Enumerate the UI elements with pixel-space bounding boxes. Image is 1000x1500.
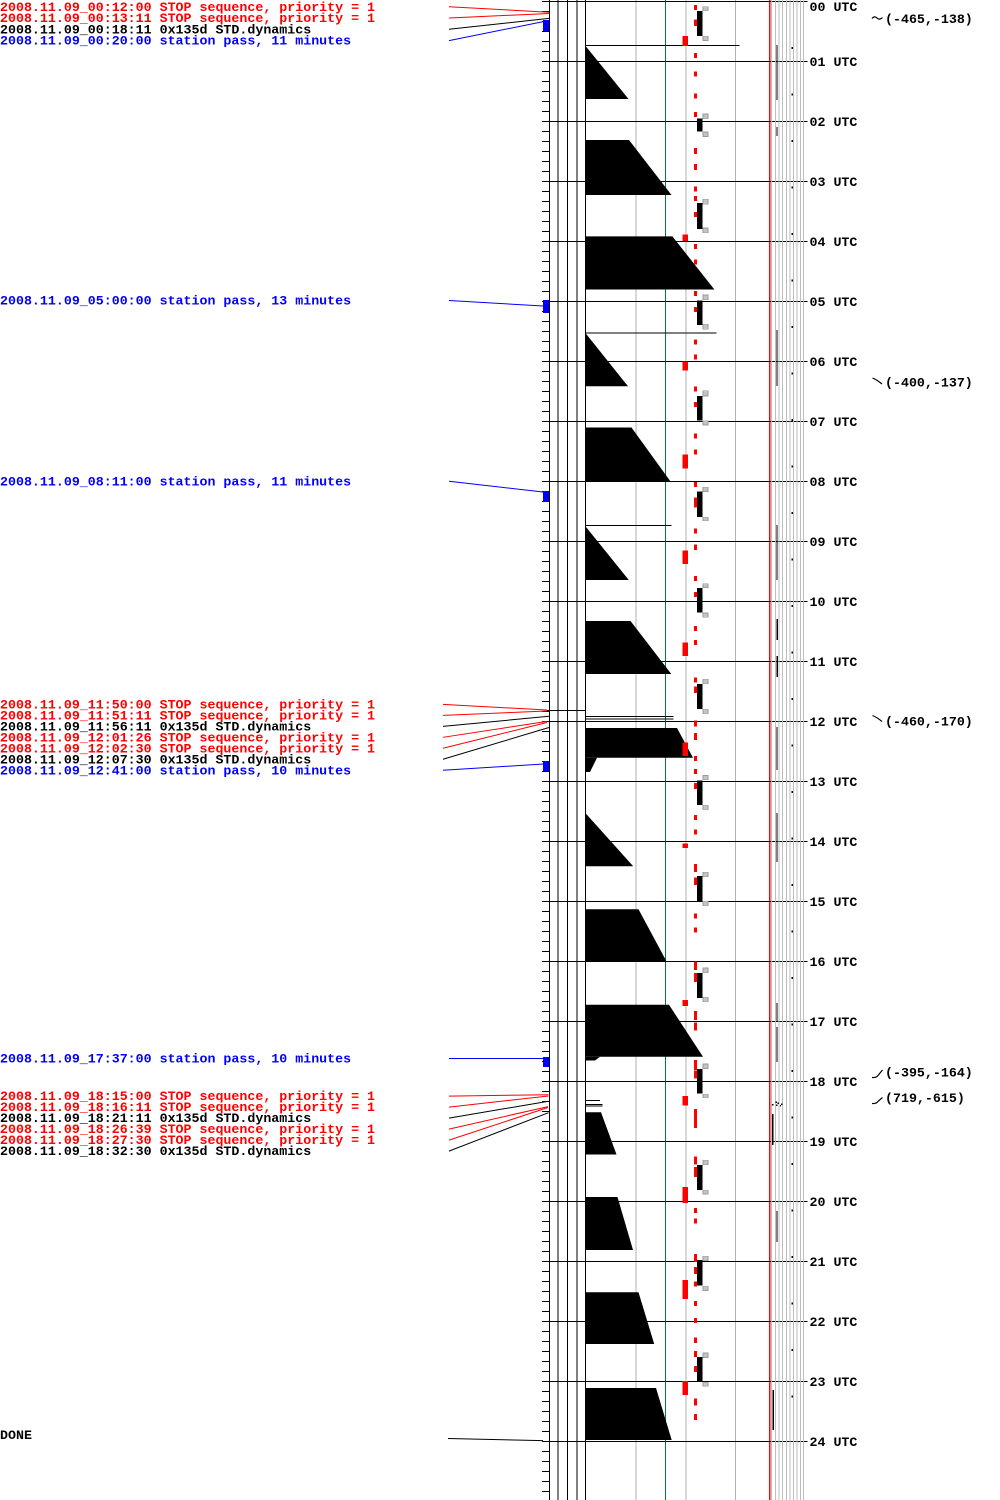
svg-text:2008.11.09_00:18:11 0x135d STD: 2008.11.09_00:18:11 0x135d STD.dynamics: [0, 22, 311, 37]
svg-text:2008.11.09_18:27:30 STOP seque: 2008.11.09_18:27:30 STOP sequence, prior…: [0, 1133, 375, 1148]
svg-text:18 UTC: 18 UTC: [810, 1075, 858, 1090]
svg-text:2008.11.09_11:56:11 0x135d STD: 2008.11.09_11:56:11 0x135d STD.dynamics: [0, 719, 311, 734]
svg-text:24 UTC: 24 UTC: [810, 1435, 858, 1450]
svg-text:04 UTC: 04 UTC: [810, 235, 858, 250]
svg-text:01 UTC: 01 UTC: [810, 55, 858, 70]
svg-text:11 UTC: 11 UTC: [810, 655, 858, 670]
svg-text:13 UTC: 13 UTC: [810, 775, 858, 790]
svg-text:2008.11.09_05:00:00 station pa: 2008.11.09_05:00:00 station pass, 13 min…: [0, 294, 351, 309]
svg-text:2008.11.09_12:41:00 station pa: 2008.11.09_12:41:00 station pass, 10 min…: [0, 763, 351, 778]
svg-text:2008.11.09_00:12:00 STOP seque: 2008.11.09_00:12:00 STOP sequence, prior…: [0, 0, 375, 15]
svg-text:19 UTC: 19 UTC: [810, 1135, 858, 1150]
svg-text:02 UTC: 02 UTC: [810, 115, 858, 130]
svg-text:17 UTC: 17 UTC: [810, 1015, 858, 1030]
svg-text:(-400,-137): (-400,-137): [885, 376, 973, 391]
svg-text:09 UTC: 09 UTC: [810, 535, 858, 550]
svg-text:2008.11.09_18:21:11 0x135d STD: 2008.11.09_18:21:11 0x135d STD.dynamics: [0, 1111, 311, 1126]
svg-text:(-460,-170): (-460,-170): [885, 714, 973, 729]
svg-text:2008.11.09_12:01:26 STOP seque: 2008.11.09_12:01:26 STOP sequence, prior…: [0, 730, 375, 745]
svg-text:10 UTC: 10 UTC: [810, 595, 858, 610]
svg-text:2008.11.09_00:13:11 STOP seque: 2008.11.09_00:13:11 STOP sequence, prior…: [0, 11, 375, 26]
svg-text:06 UTC: 06 UTC: [810, 355, 858, 370]
svg-text:2008.11.09_18:26:39 STOP seque: 2008.11.09_18:26:39 STOP sequence, prior…: [0, 1122, 375, 1137]
svg-text:15 UTC: 15 UTC: [810, 895, 858, 910]
svg-text:12 UTC: 12 UTC: [810, 715, 858, 730]
svg-text:14 UTC: 14 UTC: [810, 835, 858, 850]
svg-text:05 UTC: 05 UTC: [810, 295, 858, 310]
svg-text:(-465,-138): (-465,-138): [885, 12, 973, 27]
svg-text:16 UTC: 16 UTC: [810, 955, 858, 970]
svg-text:2008.11.09_11:50:00 STOP seque: 2008.11.09_11:50:00 STOP sequence, prior…: [0, 698, 375, 713]
svg-text:2008.11.09_18:32:30 0x135d STD: 2008.11.09_18:32:30 0x135d STD.dynamics: [0, 1144, 311, 1159]
svg-text:(-395,-164): (-395,-164): [885, 1066, 973, 1081]
svg-text:20 UTC: 20 UTC: [810, 1195, 858, 1210]
svg-text:(719,-615): (719,-615): [885, 1091, 965, 1106]
svg-text:03 UTC: 03 UTC: [810, 175, 858, 190]
svg-text:08 UTC: 08 UTC: [810, 475, 858, 490]
svg-text:07 UTC: 07 UTC: [810, 415, 858, 430]
svg-text:00 UTC: 00 UTC: [810, 0, 858, 15]
svg-text:23 UTC: 23 UTC: [810, 1375, 858, 1390]
svg-text:2008.11.09_11:51:11 STOP seque: 2008.11.09_11:51:11 STOP sequence, prior…: [0, 708, 375, 723]
svg-text:2008.11.09_18:15:00 STOP seque: 2008.11.09_18:15:00 STOP sequence, prior…: [0, 1089, 375, 1104]
svg-text:2008.11.09_08:11:00 station pa: 2008.11.09_08:11:00 station pass, 11 min…: [0, 474, 351, 489]
svg-text:2008.11.09_12:07:30 0x135d STD: 2008.11.09_12:07:30 0x135d STD.dynamics: [0, 752, 311, 767]
svg-text:2008.11.09_18:16:11 STOP seque: 2008.11.09_18:16:11 STOP sequence, prior…: [0, 1100, 375, 1115]
svg-text:21 UTC: 21 UTC: [810, 1255, 858, 1270]
svg-text:2008.11.09_12:02:30 STOP seque: 2008.11.09_12:02:30 STOP sequence, prior…: [0, 741, 375, 756]
svg-text:22 UTC: 22 UTC: [810, 1315, 858, 1330]
svg-text:2008.11.09_00:20:00 station pa: 2008.11.09_00:20:00 station pass, 11 min…: [0, 34, 351, 49]
svg-text:DONE: DONE: [0, 1428, 32, 1443]
svg-text:2008.11.09_17:37:00 station pa: 2008.11.09_17:37:00 station pass, 10 min…: [0, 1052, 351, 1067]
